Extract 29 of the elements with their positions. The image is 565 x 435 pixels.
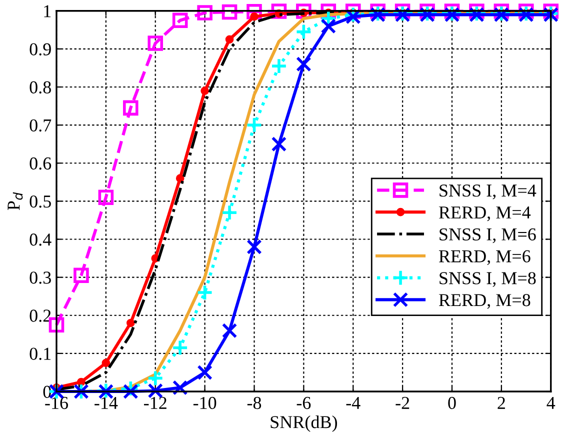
x-tick-label: -12 bbox=[144, 396, 166, 409]
y-tick-label: 0.5 bbox=[30, 195, 51, 208]
y-tick-label: 0.3 bbox=[30, 272, 51, 284]
y-tick-label: 0.1 bbox=[30, 348, 51, 360]
y-tick-label: 0.7 bbox=[30, 119, 52, 132]
x-tick-label: 0 bbox=[448, 396, 456, 410]
x-tick-label: -8 bbox=[247, 396, 262, 410]
y-tick-label: 0.9 bbox=[30, 43, 51, 56]
y-tick-label: 0.8 bbox=[30, 81, 51, 94]
x-axis-title: SNR(dB) bbox=[270, 416, 338, 432]
legend-label: SNSS I, M=4 bbox=[440, 184, 536, 200]
x-tick-label: -4 bbox=[346, 397, 360, 409]
legend-label: SNSS I, M=6 bbox=[440, 228, 536, 244]
legend-label: RERD, M=6 bbox=[438, 250, 530, 265]
x-tick-label: -16 bbox=[45, 396, 68, 410]
x-tick-label: 2 bbox=[498, 396, 505, 409]
legend-label: RERD, M=4 bbox=[438, 206, 531, 222]
x-tick-label: 4 bbox=[546, 397, 556, 409]
y-tick-label: 0.6 bbox=[30, 157, 52, 170]
x-tick-label: -10 bbox=[193, 396, 216, 410]
x-tick-label: -2 bbox=[396, 396, 410, 409]
x-tick-label: -14 bbox=[94, 396, 118, 409]
legend-label: RERD, M=8 bbox=[438, 294, 530, 309]
y-tick-label: 0.4 bbox=[30, 234, 52, 246]
x-tick-label: -6 bbox=[296, 396, 311, 410]
legend-label: SNSS I, M=8 bbox=[440, 272, 536, 287]
y-tick-label: 1 bbox=[44, 5, 51, 18]
y-tick-label: 0.2 bbox=[30, 310, 51, 322]
y-axis-title: P$_{d}$ bbox=[8, 192, 23, 210]
